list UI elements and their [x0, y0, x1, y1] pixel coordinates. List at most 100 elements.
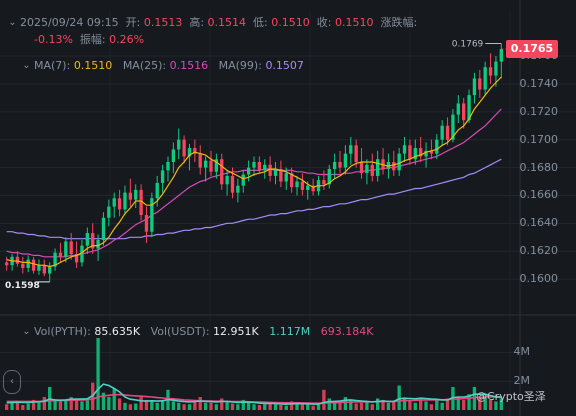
vol-pyth-label: Vol(PYTH):	[34, 325, 91, 338]
volume-bar	[300, 403, 305, 410]
volume-bar	[117, 398, 122, 410]
candle-body	[375, 159, 380, 176]
ma7-line	[6, 76, 502, 268]
author-watermark: @Crypto圣泽	[476, 390, 546, 403]
volume-bar	[359, 402, 364, 410]
candle-body	[5, 262, 9, 266]
candle-body	[101, 217, 106, 241]
volume-bar	[322, 389, 326, 410]
volume-bar	[144, 399, 149, 410]
volume-bar	[488, 399, 493, 410]
volume-bar	[263, 404, 267, 410]
candle-body	[279, 168, 283, 182]
candle-body	[64, 241, 68, 257]
volume-bar	[257, 404, 262, 410]
candle-date: 2025/09/24 09:15	[20, 16, 119, 29]
vol-usdt-label: Vol(USDT):	[150, 325, 210, 338]
candle-body	[322, 180, 326, 185]
change-label: 涨跌幅:	[380, 16, 418, 29]
ohlc-row: ⌄ 2025/09/24 09:15 开: 0.1513 高: 0.1514 低…	[8, 16, 418, 30]
candle-body	[435, 139, 439, 154]
candle-body	[359, 162, 364, 174]
candle-body	[392, 162, 396, 171]
candle-body	[456, 103, 460, 115]
volume-bar	[171, 401, 176, 410]
volume-bar	[64, 400, 68, 410]
candle-body	[397, 153, 401, 171]
candle-body	[112, 198, 116, 207]
close-value: 0.1510	[334, 16, 374, 29]
ma-collapse-chevron-icon[interactable]: ⌄	[22, 60, 31, 71]
volume-bar	[306, 404, 310, 410]
vol-tick-label: 4M	[513, 345, 531, 359]
ma99-line	[6, 158, 502, 240]
candle-body	[150, 198, 154, 232]
volume-bar	[424, 401, 428, 410]
scroll-left-button[interactable]: ‹	[3, 370, 21, 394]
change-value: -0.13%	[34, 33, 73, 46]
volume-bar	[429, 404, 434, 410]
vol-usdt-value: 12.951K	[213, 325, 259, 338]
high-label: 高:	[189, 16, 205, 29]
high-value: 0.1514	[207, 16, 247, 29]
volume-bar	[209, 402, 213, 410]
candle-body	[80, 245, 84, 263]
volume-bar	[53, 399, 57, 410]
volume-bar	[155, 402, 159, 410]
ma25-line	[6, 108, 502, 258]
volume-bar	[225, 401, 229, 410]
candle-body	[117, 198, 122, 210]
candle-body	[472, 78, 477, 96]
volume-bar	[128, 404, 133, 410]
volume-bar	[150, 400, 154, 410]
volume-bar	[85, 400, 89, 410]
volume-bar	[230, 403, 235, 410]
high-marker-label: 0.1769	[452, 40, 484, 50]
candle-body	[42, 265, 46, 274]
ma25-value: 0.1516	[169, 59, 209, 72]
candle-body	[273, 168, 278, 176]
volume-bar	[494, 401, 498, 410]
candle-body	[467, 95, 471, 121]
volume-bar	[435, 399, 439, 410]
volume-bar	[252, 404, 256, 410]
volume-bar	[456, 397, 460, 410]
y-tick-label: 0.1600	[519, 272, 559, 286]
candle-body	[182, 139, 186, 157]
candle-body	[343, 153, 348, 168]
candle-body	[53, 252, 57, 267]
volume-bar	[177, 402, 181, 410]
volume-bar	[37, 402, 41, 410]
volume-bar	[182, 404, 186, 410]
volume-bar	[107, 397, 111, 410]
candle-body	[424, 150, 428, 157]
ma7-label: MA(7):	[34, 59, 71, 72]
y-tick-label: 0.1660	[519, 188, 559, 202]
candle-body	[123, 192, 127, 210]
volume-bar	[499, 398, 503, 410]
volume-bar	[370, 404, 374, 410]
candle-body	[440, 125, 444, 140]
candle-body	[21, 263, 25, 268]
candle-body	[332, 162, 337, 169]
candle-body	[478, 78, 482, 90]
candle-body	[499, 49, 503, 62]
collapse-chevron-icon[interactable]: ⌄	[8, 17, 17, 28]
candle-body	[236, 185, 240, 193]
vol-collapse-chevron-icon[interactable]: ⌄	[22, 326, 31, 337]
ma25-label: MA(25):	[122, 59, 167, 72]
candle-body	[139, 189, 143, 215]
candle-body	[445, 125, 450, 140]
candle-body	[209, 160, 213, 172]
open-label: 开:	[125, 16, 141, 29]
volume-bar	[332, 401, 337, 410]
volume-bar	[440, 402, 444, 410]
volume-bar	[338, 402, 342, 410]
candle-body	[289, 173, 294, 188]
ma-row: ⌄ MA(7): 0.1510 MA(25): 0.1516 MA(99): 0…	[22, 59, 304, 73]
candle-body	[349, 145, 353, 154]
candle-body	[31, 259, 36, 271]
candle-body	[203, 160, 208, 168]
volume-bar	[413, 402, 417, 410]
